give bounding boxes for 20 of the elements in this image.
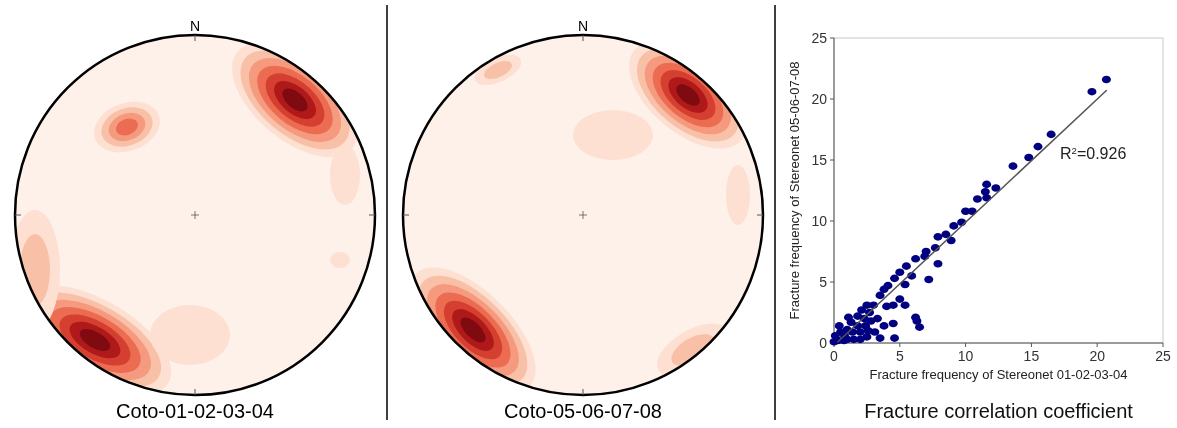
x-tick-label: 0 xyxy=(830,348,839,364)
y-tick-label: 10 xyxy=(811,213,828,229)
annotation: R$^{2}$=0.926 xyxy=(1060,144,1127,162)
text: Coto-01-02-03-04 xyxy=(116,400,274,422)
x-tick-label: 20 xyxy=(1089,348,1106,364)
x-tick-label: 5 xyxy=(895,348,904,364)
x-axis-title: Fracture frequency of Stereonet 01-02-03-04 xyxy=(869,367,1128,382)
x-tick-label: 15 xyxy=(1023,348,1040,364)
text: Coto-05-06-07-08 xyxy=(504,400,662,422)
text: N xyxy=(189,18,201,34)
text: N xyxy=(577,18,589,34)
y-tick-label: 0 xyxy=(819,335,828,351)
y-tick-label: 15 xyxy=(811,152,828,168)
y-axis-title: Fracture frequency of Stereonet 05-06-07-08 xyxy=(787,61,802,320)
text: Fracture correlation coefficient xyxy=(864,400,1134,422)
y-tick-label: 20 xyxy=(811,91,828,107)
x-tick-label: 10 xyxy=(957,348,974,364)
y-tick-label: 25 xyxy=(811,30,828,46)
y-tick-label: 5 xyxy=(819,274,828,290)
x-tick-label: 25 xyxy=(1155,348,1171,364)
